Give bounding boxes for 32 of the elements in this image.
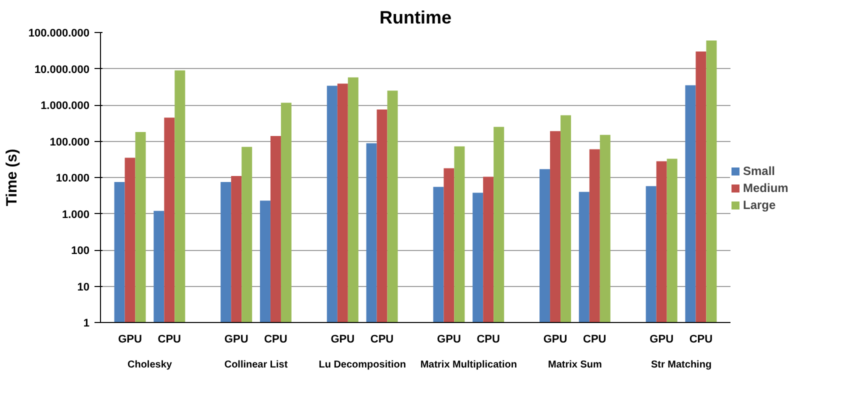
x-tick-label: GPU xyxy=(118,334,142,346)
x-tick-label: GPU xyxy=(543,334,568,346)
x-tick-label: GPU xyxy=(437,334,461,346)
text: Collinear List xyxy=(224,360,288,370)
y-tick-label: 100 xyxy=(71,245,90,257)
x-tick-label: CPU xyxy=(264,334,288,346)
x-tick-label: CPU xyxy=(476,334,500,346)
legend-label: Small xyxy=(743,164,776,178)
y-tick-label: 1.000.000 xyxy=(40,100,90,112)
y-tick-label: 10.000.000 xyxy=(34,64,90,76)
legend-label: Medium xyxy=(743,181,788,195)
y-tick-label: 100.000 xyxy=(50,136,90,148)
x-tick-label: CPU xyxy=(370,334,394,346)
x-tick-label: GPU xyxy=(224,334,248,346)
y-axis-title: Time (s) xyxy=(3,148,20,206)
text: Str Matching xyxy=(651,360,712,370)
y-tick-label: 10.000 xyxy=(56,172,90,184)
text: Matrix Sum xyxy=(548,360,602,370)
y-tick-label: 1 xyxy=(83,318,90,330)
chart-title: Runtime xyxy=(380,8,452,28)
text: Matrix Multiplication xyxy=(420,360,517,370)
x-tick-label: CPU xyxy=(689,334,713,346)
text: Lu Decomposition xyxy=(318,360,406,370)
x-tick-label: GPU xyxy=(650,334,674,346)
legend-label: Large xyxy=(743,198,776,212)
y-tick-label: 1.000 xyxy=(62,208,90,221)
text: Cholesky xyxy=(127,360,172,370)
y-tick-label: 100.000.000 xyxy=(28,28,90,40)
y-tick-label: 10 xyxy=(77,281,90,294)
x-tick-label: GPU xyxy=(330,334,355,346)
x-tick-label: CPU xyxy=(158,334,182,346)
x-tick-label: CPU xyxy=(583,334,606,346)
